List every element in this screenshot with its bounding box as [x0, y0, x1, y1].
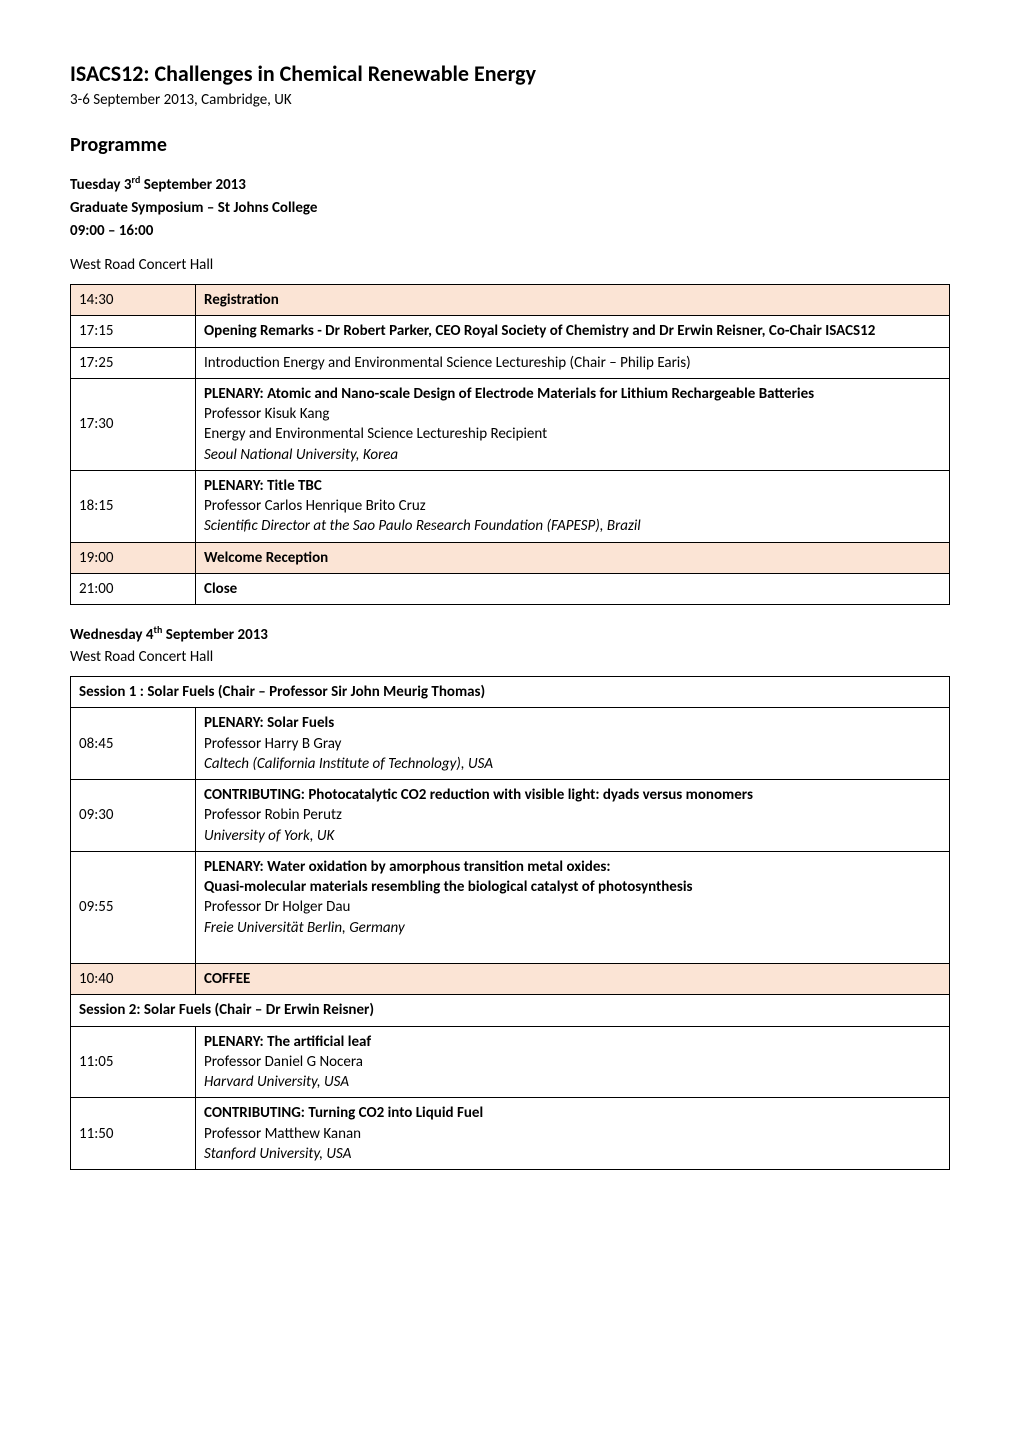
schedule-content-line: PLENARY: Atomic and Nano-scale Design of… [204, 384, 941, 404]
schedule-content-line: PLENARY: The artificial leaf [204, 1032, 941, 1052]
schedule-content-line: Quasi-molecular materials resembling the… [204, 877, 941, 897]
schedule-content-line: Welcome Reception [204, 548, 941, 568]
day1-date-prefix: Tuesday 3 [70, 176, 132, 194]
schedule-content-line: Seoul National University, Korea [204, 445, 941, 465]
schedule-content-cell: Registration [196, 285, 950, 316]
session-header-row: Session 2: Solar Fuels (Chair – Dr Erwin… [71, 995, 950, 1026]
schedule-content-line: CONTRIBUTING: Turning CO2 into Liquid Fu… [204, 1103, 941, 1123]
schedule-content-line: PLENARY: Water oxidation by amorphous tr… [204, 857, 941, 877]
schedule-time-cell: 08:45 [71, 708, 196, 780]
schedule-content-cell: Opening Remarks - Dr Robert Parker, CEO … [196, 316, 950, 347]
schedule-content-line: Professor Daniel G Nocera [204, 1052, 941, 1072]
schedule-row: 11:50 CONTRIBUTING: Turning CO2 into Liqu… [71, 1098, 950, 1170]
schedule-time-cell: 17:25 [71, 347, 196, 378]
schedule-content-line: Professor Matthew Kanan [204, 1124, 941, 1144]
schedule-content-cell: COFFEE [196, 964, 950, 995]
day1-date: Tuesday 3rd September 2013 [70, 173, 950, 196]
schedule-content-cell: Close [196, 573, 950, 604]
day1-date-suffix: September 2013 [140, 176, 246, 194]
page-title: ISACS12: Challenges in Chemical Renewabl… [70, 60, 950, 87]
day1-time-range: 09:00 – 16:00 [70, 221, 950, 242]
schedule-row: 21:00 Close [71, 573, 950, 604]
schedule-row: 19:00 Welcome Reception [71, 542, 950, 573]
schedule-content-line [204, 938, 941, 958]
schedule-content-line: Introduction Energy and Environmental Sc… [204, 353, 941, 373]
schedule-content-line: Close [204, 579, 941, 599]
schedule-content-cell: Introduction Energy and Environmental Sc… [196, 347, 950, 378]
schedule-time-cell: 10:40 [71, 964, 196, 995]
schedule-content-line: Professor Dr Holger Dau [204, 897, 941, 917]
schedule-content-cell: CONTRIBUTING: Photocatalytic CO2 reducti… [196, 780, 950, 852]
day2-date-prefix: Wednesday 4 [70, 626, 154, 644]
schedule-content-line: Opening Remarks - Dr Robert Parker, CEO … [204, 321, 941, 341]
schedule-content-line: Harvard University, USA [204, 1072, 941, 1092]
schedule-time-cell: 21:00 [71, 573, 196, 604]
schedule-time-cell: 17:15 [71, 316, 196, 347]
schedule-content-line: Stanford University, USA [204, 1144, 941, 1164]
schedule-content-cell: CONTRIBUTING: Turning CO2 into Liquid Fu… [196, 1098, 950, 1170]
schedule-row: 09:30 CONTRIBUTING: Photocatalytic CO2 re… [71, 780, 950, 852]
session-1-header: Session 1 : Solar Fuels (Chair – Profess… [71, 677, 950, 708]
day1-symposium: Graduate Symposium – St Johns College [70, 198, 950, 219]
schedule-time-cell: 18:15 [71, 470, 196, 542]
day2-venue: West Road Concert Hall [70, 648, 950, 666]
schedule-content-line: PLENARY: Title TBC [204, 476, 941, 496]
schedule-row: 17:25 Introduction Energy and Environment… [71, 347, 950, 378]
schedule-content-line: COFFEE [204, 969, 941, 989]
schedule-content-cell: PLENARY: The artificial leafProfessor Da… [196, 1026, 950, 1098]
schedule-content-line: Professor Carlos Henrique Brito Cruz [204, 496, 941, 516]
schedule-row: 14:30 Registration [71, 285, 950, 316]
schedule-row: 10:40 COFFEE [71, 964, 950, 995]
schedule-time-cell: 14:30 [71, 285, 196, 316]
schedule-content-line: Freie Universität Berlin, Germany [204, 918, 941, 938]
schedule-content-line: Registration [204, 290, 941, 310]
date-location: 3-6 September 2013, Cambridge, UK [70, 91, 950, 109]
schedule-content-cell: Welcome Reception [196, 542, 950, 573]
schedule-table-2: Session 1 : Solar Fuels (Chair – Profess… [70, 676, 950, 1170]
day2-date: Wednesday 4th September 2013 [70, 623, 950, 646]
programme-heading: Programme [70, 133, 950, 157]
schedule-content-cell: PLENARY: Title TBCProfessor Carlos Henri… [196, 470, 950, 542]
schedule-row: 09:55 PLENARY: Water oxidation by amorpho… [71, 851, 950, 963]
schedule-content-line: Professor Harry B Gray [204, 734, 941, 754]
schedule-row: 11:05PLENARY: The artificial leafProfess… [71, 1026, 950, 1098]
schedule-content-cell: PLENARY: Water oxidation by amorphous tr… [196, 851, 950, 963]
schedule-content-line: Caltech (California Institute of Technol… [204, 754, 941, 774]
day2-date-suffix: September 2013 [162, 626, 268, 644]
schedule-content-line: CONTRIBUTING: Photocatalytic CO2 reducti… [204, 785, 941, 805]
schedule-content-line: Professor Kisuk Kang [204, 404, 941, 424]
schedule-row: 08:45PLENARY: Solar FuelsProfessor Harry… [71, 708, 950, 780]
schedule-content-cell: PLENARY: Atomic and Nano-scale Design of… [196, 378, 950, 470]
session-header-row: Session 1 : Solar Fuels (Chair – Profess… [71, 677, 950, 708]
schedule-row: 18:15PLENARY: Title TBCProfessor Carlos … [71, 470, 950, 542]
schedule-content-line: Scientific Director at the Sao Paulo Res… [204, 516, 941, 536]
schedule-content-line: PLENARY: Solar Fuels [204, 713, 941, 733]
session-2-header: Session 2: Solar Fuels (Chair – Dr Erwin… [71, 995, 950, 1026]
schedule-content-line: Professor Robin Perutz [204, 805, 941, 825]
schedule-row: 17:15 Opening Remarks - Dr Robert Parker,… [71, 316, 950, 347]
schedule-time-cell: 19:00 [71, 542, 196, 573]
day1-venue: West Road Concert Hall [70, 256, 950, 274]
schedule-time-cell: 09:30 [71, 780, 196, 852]
schedule-content-line: University of York, UK [204, 826, 941, 846]
schedule-time-cell: 17:30 [71, 378, 196, 470]
schedule-time-cell: 09:55 [71, 851, 196, 963]
schedule-table-1: 14:30 Registration 17:15 Opening Remarks - … [70, 284, 950, 605]
schedule-content-cell: PLENARY: Solar FuelsProfessor Harry B Gr… [196, 708, 950, 780]
schedule-time-cell: 11:50 [71, 1098, 196, 1170]
schedule-time-cell: 11:05 [71, 1026, 196, 1098]
schedule-row: 17:30 PLENARY: Atomic and Nano-scale Desi… [71, 378, 950, 470]
schedule-content-line: Energy and Environmental Science Lecture… [204, 424, 941, 444]
